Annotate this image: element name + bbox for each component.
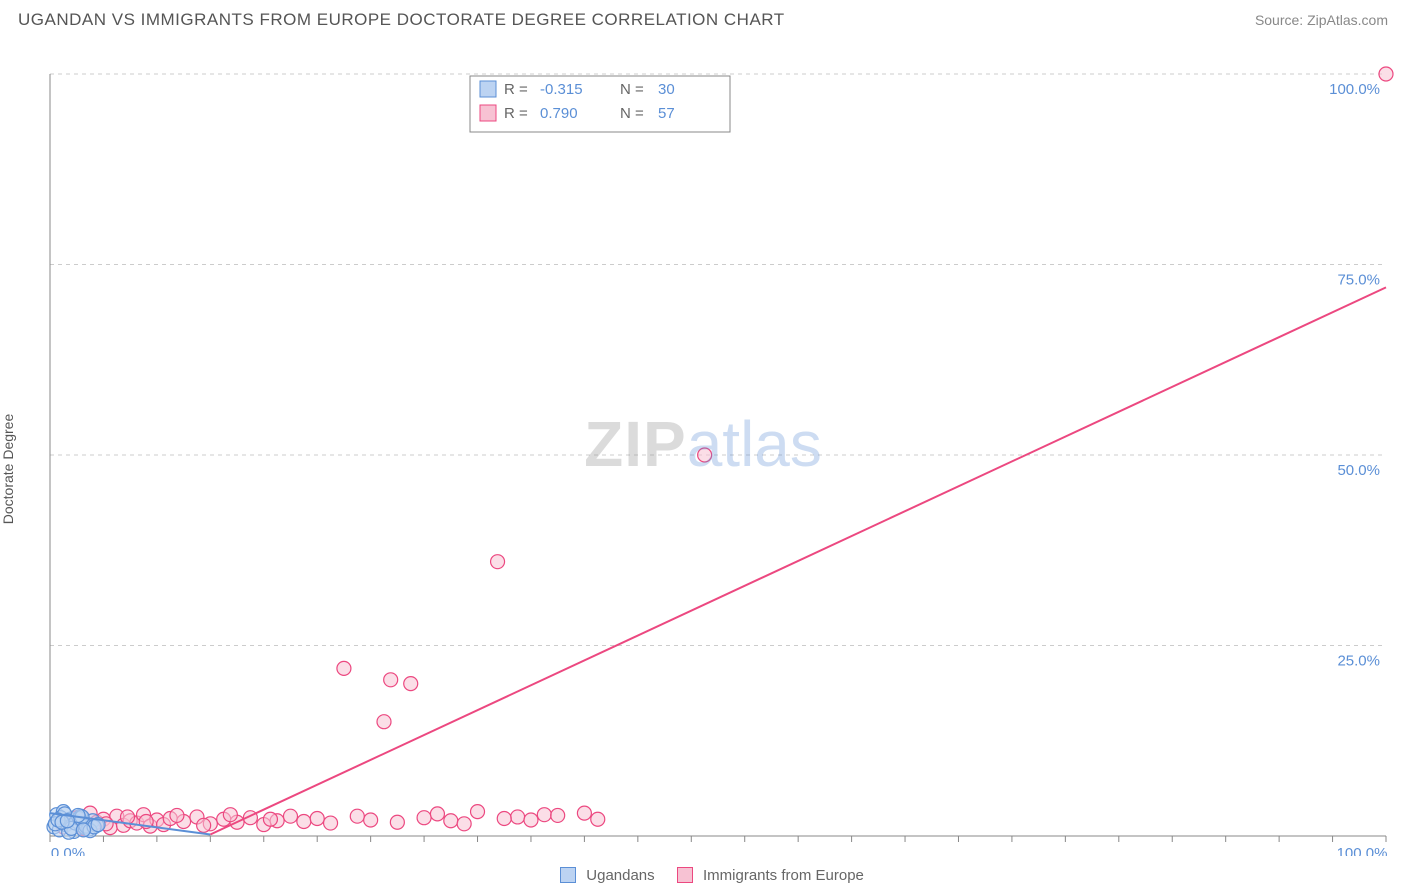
chart-header: UGANDAN VS IMMIGRANTS FROM EUROPE DOCTOR…	[0, 0, 1406, 36]
legend-swatch-pink	[677, 867, 693, 883]
svg-text:100.0%: 100.0%	[1337, 845, 1388, 856]
svg-text:100.0%: 100.0%	[1329, 81, 1380, 98]
svg-text:0.0%: 0.0%	[51, 845, 85, 856]
legend-label-ugandans: Ugandans	[586, 867, 654, 884]
y-axis-label: Doctorate Degree	[0, 414, 16, 525]
legend-swatch-blue	[560, 867, 576, 883]
svg-text:30: 30	[658, 81, 675, 98]
chart-area: Doctorate Degree 25.0% 50.0% 75.0% 100.0% 0.…	[0, 36, 1406, 886]
svg-text:N =: N =	[620, 81, 644, 98]
svg-text:R =: R =	[504, 81, 528, 98]
bottom-legend: Ugandans Immigrants from Europe	[0, 867, 1406, 884]
svg-text:75.0%: 75.0%	[1337, 272, 1380, 289]
chart-title: UGANDAN VS IMMIGRANTS FROM EUROPE DOCTOR…	[18, 10, 785, 30]
svg-text:-0.315: -0.315	[540, 81, 583, 98]
svg-text:50.0%: 50.0%	[1337, 462, 1380, 479]
svg-text:57: 57	[658, 105, 675, 122]
svg-text:25.0%: 25.0%	[1337, 653, 1380, 670]
scatter-plot-svg: 25.0% 50.0% 75.0% 100.0% 0.0% 100.0% R = -0.315…	[0, 36, 1406, 856]
chart-source: Source: ZipAtlas.com	[1255, 12, 1388, 28]
svg-text:R =: R =	[504, 105, 528, 122]
svg-text:N =: N =	[620, 105, 644, 122]
legend-label-europe: Immigrants from Europe	[703, 867, 864, 884]
svg-text:0.790: 0.790	[540, 105, 578, 122]
